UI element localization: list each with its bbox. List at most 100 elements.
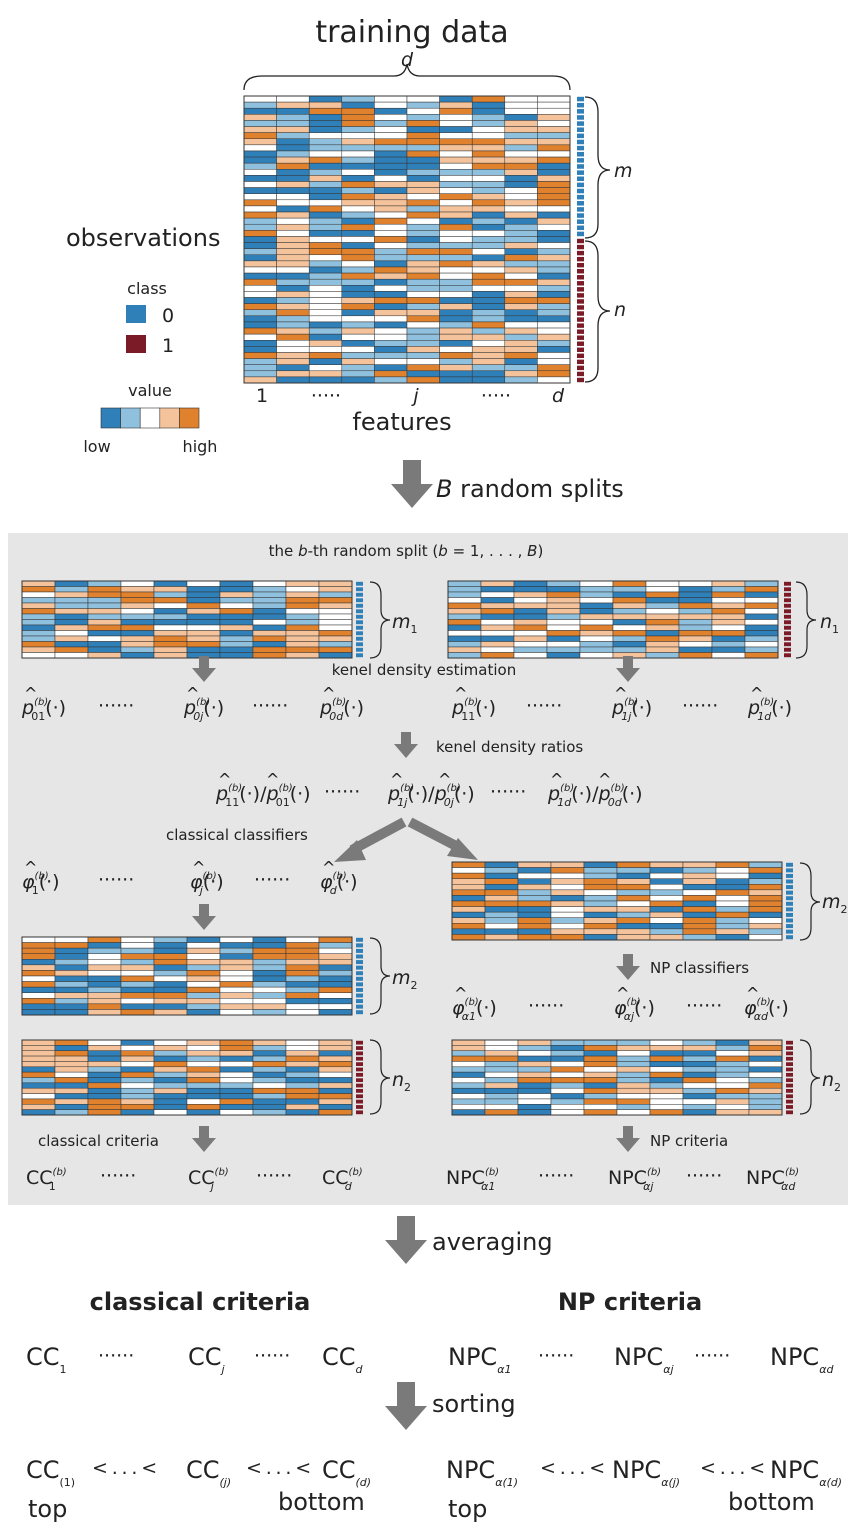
heatmap-cell	[341, 333, 375, 341]
heatmap-cell	[406, 266, 440, 274]
heatmap-cell	[583, 895, 618, 902]
heatmap-cell	[120, 1039, 155, 1046]
avg-npc-0: NPCα1	[448, 1343, 511, 1376]
heatmap-cell	[318, 619, 353, 626]
heatmap-cell	[285, 1039, 320, 1046]
heatmap-cell	[252, 1066, 287, 1073]
class-marker	[786, 885, 793, 890]
heatmap-cell	[285, 953, 320, 960]
heatmap-cell	[406, 260, 440, 268]
heatmap-cell	[308, 340, 343, 347]
heatmap-cell	[537, 175, 571, 182]
heatmap-cell	[252, 986, 287, 993]
heatmap-cell	[252, 947, 287, 954]
np-classifier-phi-0-hat: ^	[454, 984, 467, 1003]
heatmap-cell	[484, 934, 519, 941]
heatmap-cell	[406, 272, 440, 280]
heatmap-cell	[252, 635, 287, 642]
heatmap-cell	[341, 340, 375, 347]
heatmap-cell	[471, 260, 506, 268]
class-marker	[577, 194, 584, 200]
heatmap-cell	[276, 144, 310, 152]
heatmap-cell	[252, 1055, 287, 1062]
heatmap-cell	[341, 364, 375, 372]
heatmap-cell	[616, 1071, 651, 1078]
heatmap-cell	[243, 352, 277, 359]
heatmap-cell	[748, 1082, 783, 1089]
heatmap-cell	[120, 981, 155, 988]
feature-tick-j: j	[410, 385, 419, 407]
class-marker	[786, 1089, 793, 1093]
heatmap-cell	[285, 641, 320, 648]
sorted-npc-1: NPCα(j)	[612, 1456, 680, 1489]
heatmap-cell	[471, 126, 506, 133]
heatmap-cell	[471, 187, 506, 194]
ccb-dots-1: ······	[100, 1165, 136, 1187]
heatmap-cell	[120, 1071, 155, 1078]
heatmap-cell	[21, 1082, 56, 1089]
heatmap-cell	[616, 895, 651, 902]
heatmap-cell	[583, 917, 618, 924]
heatmap-cell	[374, 114, 408, 121]
heatmap-cell	[406, 297, 440, 304]
heatmap-cell	[513, 630, 548, 637]
heatmap-cell	[480, 580, 515, 587]
heatmap-cell	[537, 370, 571, 378]
heatmap-cell	[537, 321, 571, 329]
heatmap-cell	[308, 315, 343, 323]
heatmap-cell	[285, 992, 320, 999]
heatmap-cell	[341, 236, 375, 243]
class-marker	[784, 603, 791, 608]
heatmap-cell	[484, 911, 519, 918]
heatmap-cell	[744, 624, 779, 631]
heatmap-cell	[484, 1055, 519, 1062]
heatmap-cell	[550, 878, 585, 885]
density-p0-1: p(b) 0j(·)	[183, 697, 224, 723]
heatmap-cell	[308, 364, 343, 372]
heatmap-cell	[612, 602, 647, 609]
heatmap-cell	[504, 120, 538, 127]
heatmap-cell	[21, 1009, 56, 1016]
heatmap-cell	[252, 1071, 287, 1078]
heatmap-cell	[243, 223, 277, 231]
heatmap-cell	[439, 126, 473, 133]
avg-cc-dots-2: ······	[254, 1345, 290, 1367]
heatmap-cell	[186, 619, 221, 626]
heatmap-cell	[616, 1109, 651, 1116]
cc-b-2: CC(b) d	[322, 1167, 363, 1193]
heatmap-cell	[537, 211, 571, 219]
heatmap-cell	[120, 602, 155, 609]
heatmap-cell	[550, 1109, 585, 1116]
class-marker	[356, 1072, 363, 1077]
feature-tick-1: 1	[256, 385, 268, 407]
sorted-npc-lt-1: < . . . <	[540, 1457, 605, 1479]
heatmap-cell	[308, 144, 343, 152]
heatmap-cell	[579, 630, 614, 637]
npcb-dots-2: ······	[686, 1165, 722, 1187]
heatmap-cell	[252, 1104, 287, 1110]
heatmap-cell	[308, 95, 343, 103]
heatmap-cell	[219, 613, 254, 620]
heatmap-cell	[504, 169, 538, 176]
density-estimates-class1: p(b) 11(·)^p(b) 1j(·)^p(b) 1d(·)^······ ····…	[451, 684, 792, 723]
heatmap-cell	[341, 248, 375, 256]
class-marker	[786, 1051, 793, 1056]
heatmap-cell	[471, 352, 506, 359]
heatmap-cell	[219, 586, 254, 593]
heatmap-cell	[439, 187, 473, 194]
heatmap-cell	[87, 1050, 122, 1057]
heatmap-cell	[252, 597, 287, 604]
heatmap-cell	[649, 1055, 684, 1062]
heatmap-cell	[243, 150, 277, 158]
heatmap-cell	[616, 1061, 651, 1068]
classical-classifiers-row: φ(b) 1(·)^φ(b) j(·)^φ(b) d(·)^······ ······	[22, 858, 358, 897]
avg-npc-dots-2: ······	[694, 1345, 730, 1367]
class1-label: 1	[162, 335, 174, 357]
class-marker	[356, 1056, 363, 1061]
np-classifier-phi-1-hat: ^	[616, 984, 629, 1003]
heatmap-cell	[504, 340, 538, 347]
heatmap-cell	[285, 1098, 320, 1105]
heatmap-cell	[219, 986, 254, 993]
heatmap-cell	[87, 942, 122, 949]
m1-label: m1	[392, 611, 418, 636]
